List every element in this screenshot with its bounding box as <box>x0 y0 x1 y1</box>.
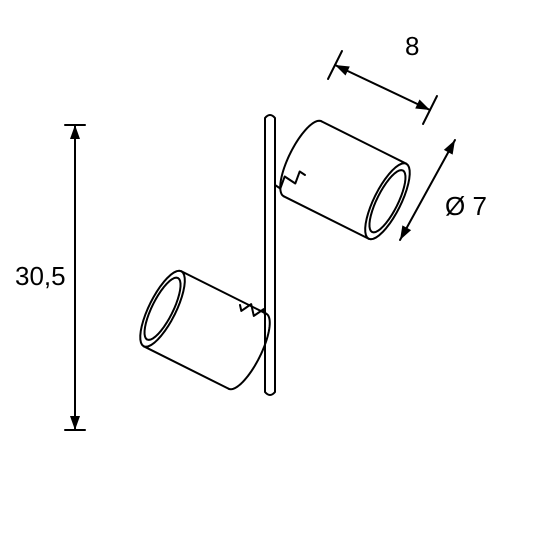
arrowhead <box>400 225 411 240</box>
spot-head-back <box>229 314 270 390</box>
spot-head-front <box>140 271 185 347</box>
arrowhead <box>444 140 455 155</box>
dimension-diagram: 30,5 8 Ø 7 <box>0 0 540 540</box>
spot-head-edge <box>181 271 266 313</box>
dimension-line <box>335 65 430 110</box>
height-label: 30,5 <box>15 261 66 291</box>
mounting-pole <box>265 115 275 395</box>
arrowhead <box>335 65 350 76</box>
arrowhead <box>70 416 80 430</box>
arrowhead <box>70 125 80 139</box>
length-label: 8 <box>405 31 419 61</box>
dimension-line <box>400 140 455 240</box>
spot-head-edge <box>321 121 406 163</box>
diameter-label: Ø 7 <box>445 191 487 221</box>
spot-head-edge <box>144 346 229 388</box>
spot-head-edge <box>284 196 369 238</box>
spot-head-back <box>280 121 321 197</box>
joint-connector <box>240 304 265 316</box>
arrowhead <box>415 99 430 110</box>
